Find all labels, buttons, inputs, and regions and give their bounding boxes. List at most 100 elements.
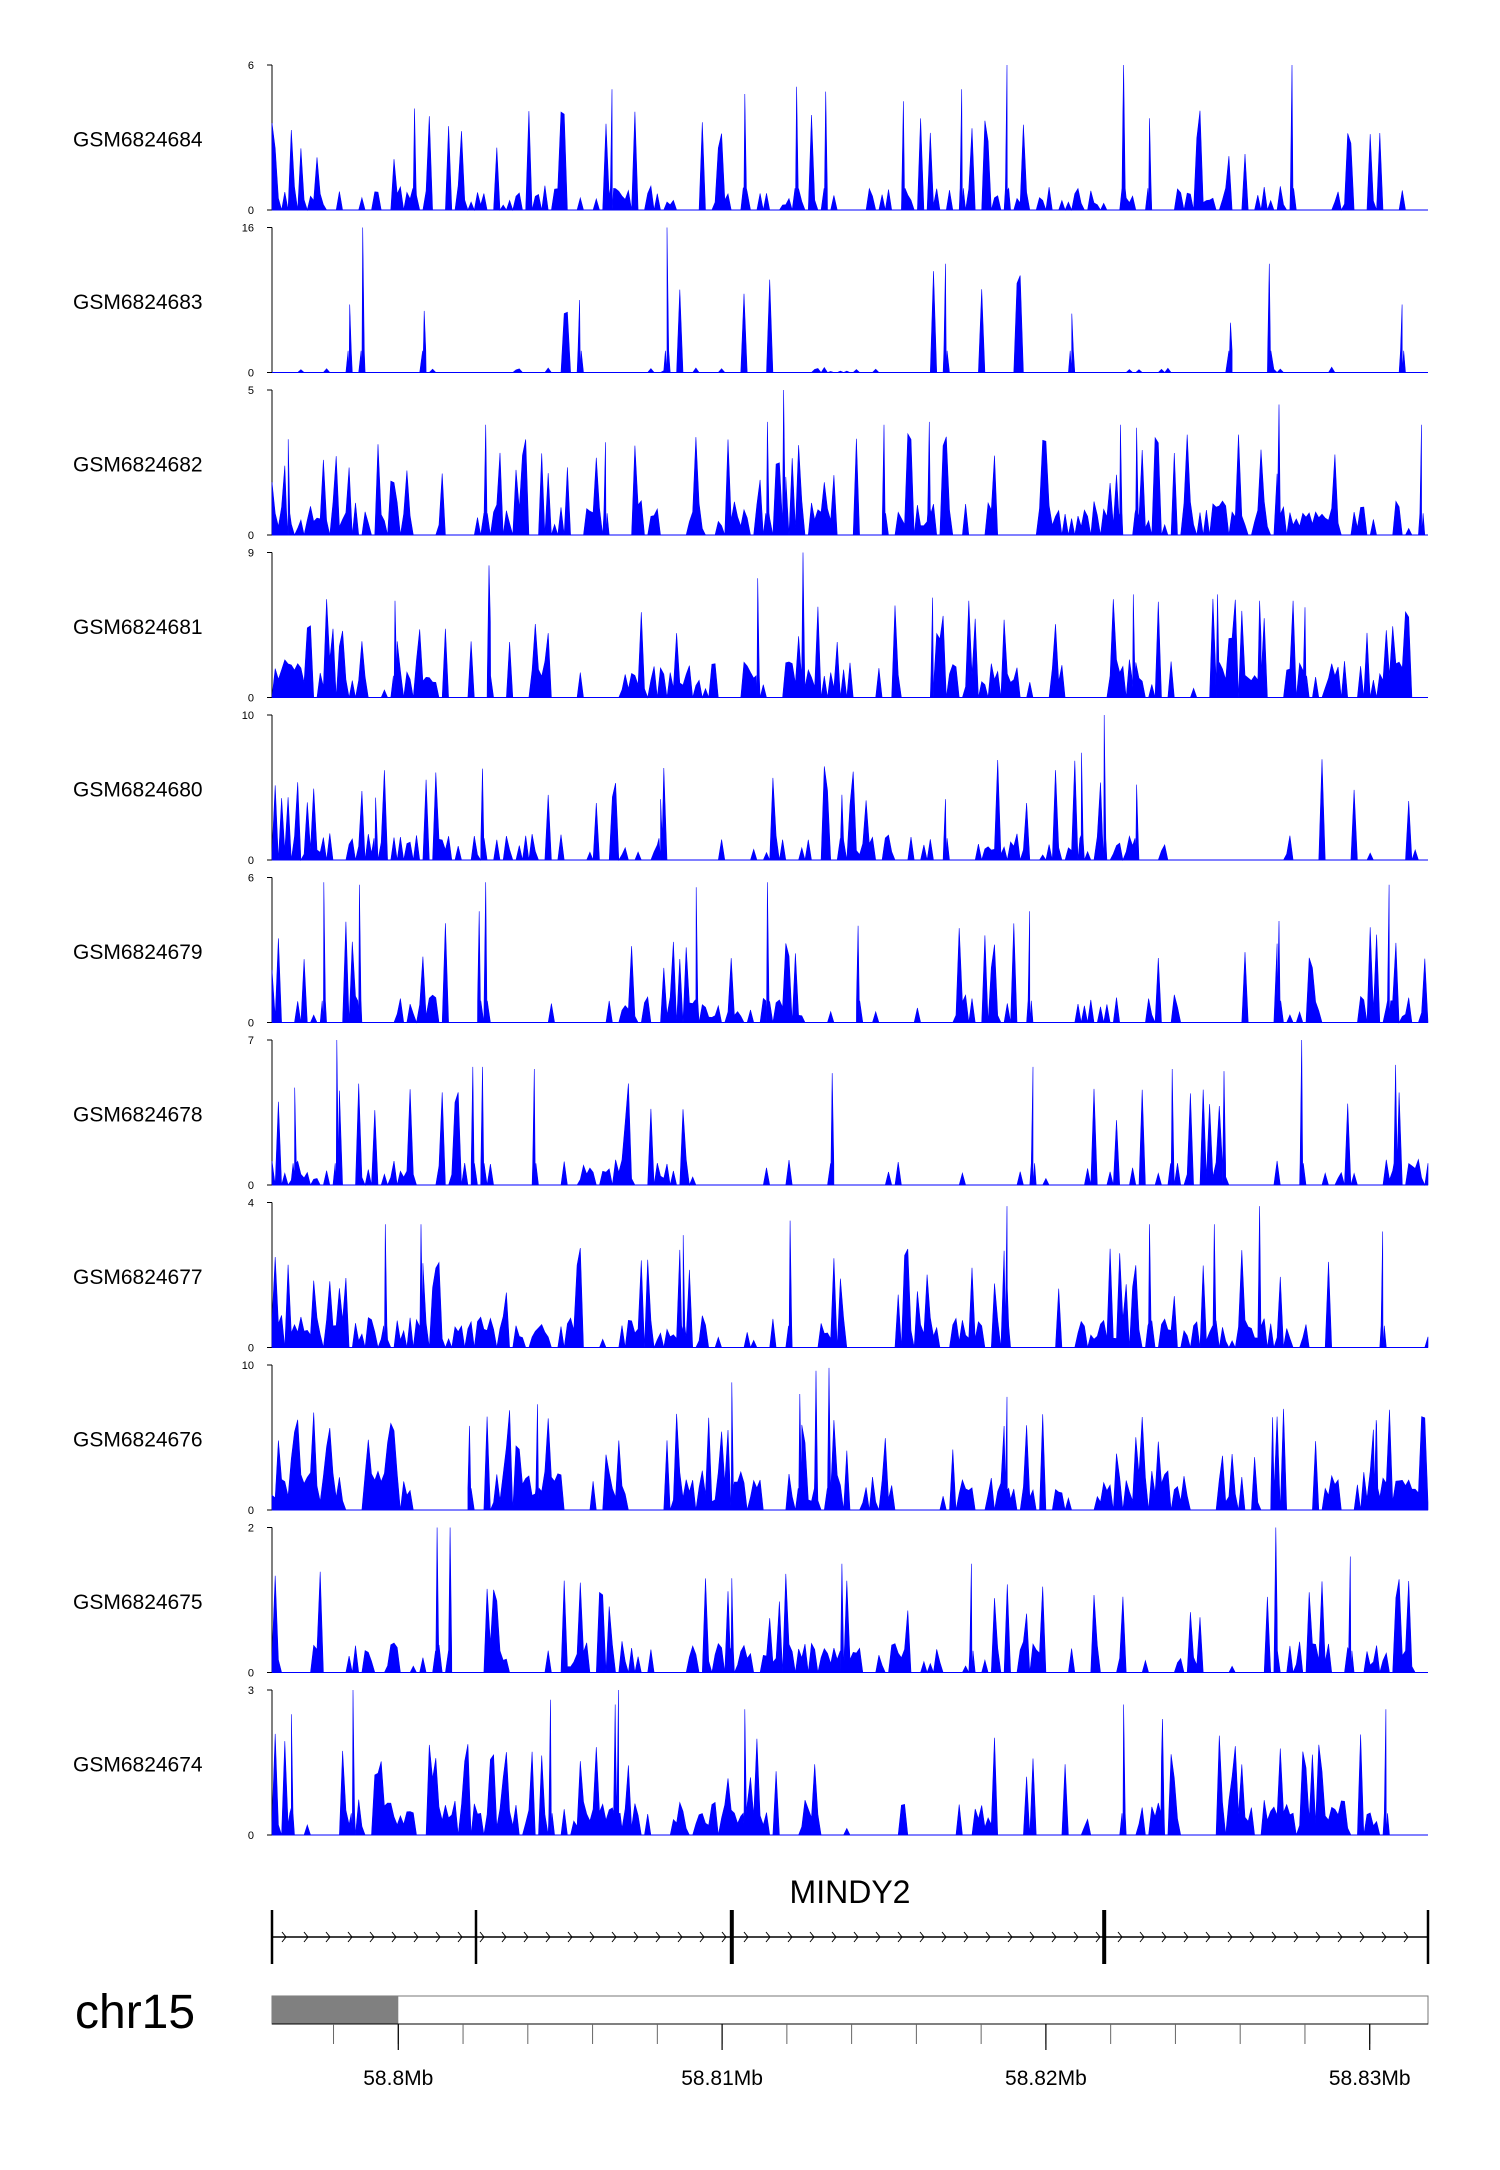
- strand-arrow: [765, 1931, 771, 1943]
- strand-arrow: [435, 1931, 441, 1943]
- y-axis-min-label: 0: [248, 368, 254, 380]
- strand-arrow: [1051, 1931, 1057, 1943]
- strand-arrow: [1183, 1931, 1189, 1943]
- strand-arrow: [1403, 1931, 1409, 1943]
- track-name-label: GSM6824684: [73, 129, 203, 152]
- gene-name-label: MINDY2: [790, 1874, 911, 1910]
- strand-arrow: [831, 1931, 837, 1943]
- y-axis-max-label: 10: [242, 1360, 254, 1372]
- strand-arrow: [1315, 1931, 1321, 1943]
- strand-arrow: [897, 1931, 903, 1943]
- strand-arrow: [479, 1931, 485, 1943]
- coverage-area: [271, 1689, 1428, 1836]
- strand-arrow: [1139, 1931, 1145, 1943]
- coverage-area: [271, 714, 1428, 862]
- strand-arrow: [1227, 1931, 1233, 1943]
- strand-arrow: [787, 1931, 793, 1943]
- track-name-label: GSM6824680: [73, 779, 203, 802]
- strand-arrow: [325, 1931, 331, 1943]
- strand-arrow: [457, 1931, 463, 1943]
- y-axis-max-label: 9: [248, 548, 254, 560]
- strand-arrow: [303, 1931, 309, 1943]
- y-axis-min-label: 0: [248, 205, 254, 217]
- coverage-area: [271, 1367, 1429, 1511]
- strand-arrow: [1117, 1931, 1123, 1943]
- track-name-label: GSM6824683: [73, 291, 203, 314]
- strand-arrow: [1337, 1931, 1343, 1943]
- y-axis-min-label: 0: [248, 1668, 254, 1680]
- y-axis-min-label: 0: [248, 1830, 254, 1842]
- y-axis-min-label: 0: [248, 1180, 254, 1192]
- x-axis-tick-label: 58.8Mb: [363, 2067, 433, 2090]
- strand-arrow: [523, 1931, 529, 1943]
- x-axis-tick-label: 58.83Mb: [1329, 2067, 1411, 2090]
- strand-arrow: [655, 1931, 661, 1943]
- strand-arrow: [919, 1931, 925, 1943]
- track-GSM6824681: GSM6824681 9 0: [73, 548, 1428, 705]
- coverage-area: [271, 1039, 1429, 1187]
- coverage-area: [272, 227, 1428, 374]
- strand-arrow: [1073, 1931, 1079, 1943]
- track-name-label: GSM6824682: [73, 454, 203, 477]
- strand-arrow: [875, 1931, 881, 1943]
- strand-arrow: [347, 1931, 353, 1943]
- y-axis-max-label: 16: [242, 223, 254, 235]
- y-axis-min-label: 0: [248, 1018, 254, 1030]
- y-axis-min-label: 0: [248, 855, 254, 867]
- strand-arrow: [611, 1931, 617, 1943]
- chromosome-ideogram: chr15: [75, 1986, 1429, 2039]
- track-GSM6824675: GSM6824675 2 0: [73, 1523, 1428, 1680]
- strand-arrow: [1381, 1931, 1387, 1943]
- track-GSM6824679: GSM6824679 6 0: [73, 873, 1429, 1030]
- gene-track: MINDY2: [270, 1874, 1430, 1964]
- y-axis-max-label: 4: [248, 1198, 254, 1210]
- strand-arrow: [809, 1931, 815, 1943]
- ideogram-band: [272, 1996, 399, 2024]
- strand-arrow: [413, 1931, 419, 1943]
- track-GSM6824680: GSM6824680 10 0: [73, 710, 1428, 867]
- track-GSM6824684: GSM6824684 6 0: [73, 60, 1428, 217]
- x-axis-tick-label: 58.81Mb: [681, 2067, 763, 2090]
- y-axis-max-label: 6: [248, 873, 254, 885]
- track-GSM6824678: GSM6824678 7 0: [73, 1035, 1429, 1192]
- track-name-label: GSM6824677: [73, 1266, 203, 1289]
- strand-arrow: [1293, 1931, 1299, 1943]
- y-axis-min-label: 0: [248, 693, 254, 705]
- strand-arrow: [1161, 1931, 1167, 1943]
- track-name-label: GSM6824681: [73, 616, 203, 639]
- coverage-area: [271, 882, 1429, 1024]
- genomic-coordinate-axis: 58.8Mb 58.81Mb 58.82Mb 58.83Mb: [272, 2023, 1428, 2090]
- strand-arrow: [589, 1931, 595, 1943]
- chromosome-label: chr15: [75, 1986, 195, 2039]
- strand-arrow: [1007, 1931, 1013, 1943]
- track-GSM6824674: GSM6824674 3 0: [73, 1685, 1428, 1842]
- strand-arrow: [677, 1931, 683, 1943]
- track-name-label: GSM6824675: [73, 1591, 203, 1614]
- coverage-area: [271, 1527, 1428, 1674]
- strand-arrow: [391, 1931, 397, 1943]
- strand-arrow: [853, 1931, 859, 1943]
- track-GSM6824683: GSM6824683 16 0: [73, 223, 1428, 380]
- track-name-label: GSM6824678: [73, 1104, 203, 1127]
- strand-arrow: [721, 1931, 727, 1943]
- coverage-area: [271, 64, 1428, 212]
- strand-arrow: [941, 1931, 947, 1943]
- y-axis-min-label: 0: [248, 530, 254, 542]
- track-name-label: GSM6824679: [73, 941, 203, 964]
- strand-arrow: [985, 1931, 991, 1943]
- track-GSM6824677: GSM6824677 4 0: [73, 1198, 1429, 1355]
- strand-arrow: [1249, 1931, 1255, 1943]
- strand-arrow: [1271, 1931, 1277, 1943]
- strand-arrow: [963, 1931, 969, 1943]
- signal-tracks: GSM682468460GSM6824683160GSM682468250GSM…: [73, 60, 1429, 1842]
- coverage-area: [271, 389, 1428, 536]
- strand-arrow: [633, 1931, 639, 1943]
- y-axis-max-label: 5: [248, 385, 254, 397]
- y-axis-max-label: 6: [248, 60, 254, 72]
- strand-arrow: [1359, 1931, 1365, 1943]
- y-axis-max-label: 10: [242, 710, 254, 722]
- track-name-label: GSM6824674: [73, 1754, 203, 1777]
- strand-arrow: [501, 1931, 507, 1943]
- strand-arrow: [1095, 1931, 1101, 1943]
